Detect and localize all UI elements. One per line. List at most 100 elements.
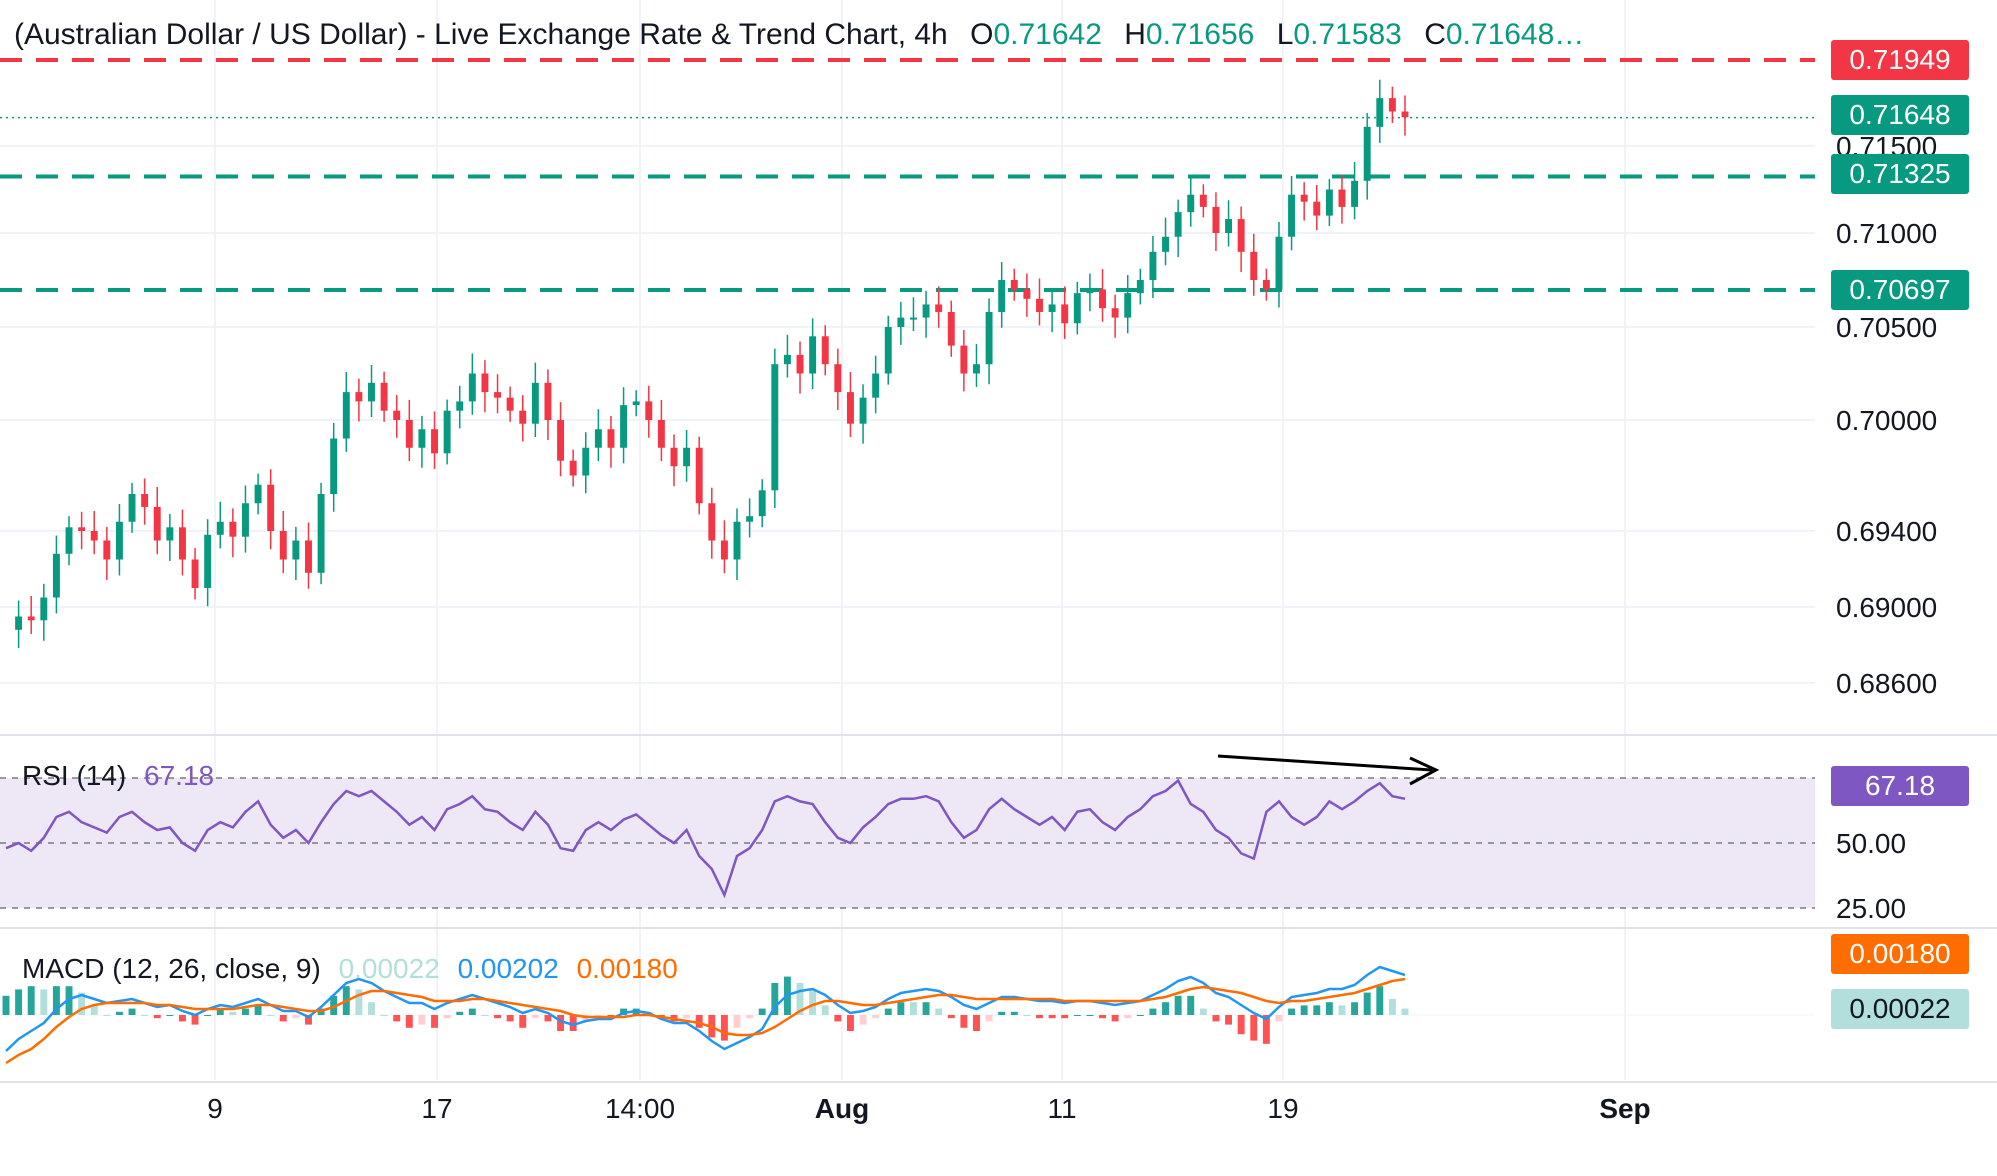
candle-body [544, 382, 552, 420]
macd-histogram-bar [1212, 1015, 1220, 1022]
candle-body [1338, 189, 1346, 207]
macd-histogram-bar [216, 1008, 224, 1015]
macd-histogram-bar [52, 986, 60, 1015]
macd-histogram-bar [330, 995, 338, 1015]
low-value: 0.71583 [1293, 18, 1402, 51]
candle-body [607, 429, 615, 448]
candle-body [821, 336, 829, 365]
candle-body [355, 392, 363, 402]
candle-body [1099, 289, 1106, 309]
candle-body [191, 559, 199, 588]
candle-body [935, 304, 943, 312]
candle-body [960, 345, 968, 374]
candle-body [27, 616, 35, 621]
candle-body [985, 311, 993, 365]
candle-body [1325, 189, 1333, 216]
candle-body [796, 354, 804, 374]
candle-body [1111, 308, 1119, 318]
candle-body [216, 521, 224, 535]
macd-histogram-bar [1162, 1002, 1169, 1015]
macd-histogram-bar [683, 1015, 691, 1019]
candle-body [494, 392, 502, 398]
macd-histogram-bar [229, 1011, 237, 1015]
macd-histogram-bar [1187, 995, 1195, 1015]
candle-body [1212, 206, 1220, 233]
candle-body [1401, 111, 1409, 118]
macd-histogram-bar [544, 1015, 552, 1022]
macd-histogram-bar [1111, 1015, 1119, 1022]
price-tick-label: 0.68600 [1836, 668, 1937, 699]
macd-histogram-bar [78, 992, 86, 1015]
macd-histogram-bar [115, 1011, 123, 1015]
candle-body [695, 447, 703, 504]
macd-histogram-bar [809, 989, 817, 1015]
macd-histogram-bar [27, 986, 35, 1015]
candle-body [1048, 304, 1056, 312]
candle-body [443, 410, 451, 454]
candle-body [128, 494, 136, 522]
rsi-value: 67.18 [144, 760, 215, 791]
rsi-value-tag: 67.18 [1831, 766, 1969, 806]
candle-body [557, 420, 565, 461]
candle-body [670, 447, 678, 467]
macd-histogram-bar [1250, 1015, 1258, 1041]
candle-body [657, 420, 665, 448]
candle-body [229, 521, 237, 537]
candle-body [771, 364, 779, 491]
macd-histogram-bar [859, 1015, 867, 1025]
macd-histogram-bar [935, 1008, 943, 1015]
macd-line-value: 0.00202 [457, 953, 559, 984]
candle-body [1388, 98, 1396, 112]
upper-support-price-tag: 0.71325 [1831, 154, 1969, 194]
rsi-pane-label: RSI (14) 67.18 [22, 760, 214, 792]
macd-histogram-bar [557, 1015, 565, 1031]
macd-histogram-bar [834, 1015, 842, 1022]
candle-body [1351, 180, 1359, 207]
candle-body [872, 373, 880, 398]
chart-title-bar: (Australian Dollar / US Dollar) - Live E… [14, 18, 1584, 52]
candle-body [52, 553, 60, 598]
macd-histogram-bar [531, 1015, 539, 1019]
last-price-tag: 0.71648 [1831, 95, 1969, 135]
macd-histogram-bar [128, 1008, 136, 1015]
candle-body [519, 410, 527, 424]
candle-body [15, 616, 23, 630]
candle-body [1199, 194, 1207, 207]
macd-histogram-bar [1262, 1015, 1270, 1044]
macd-histogram-bar [65, 986, 73, 1015]
candle-body [1250, 251, 1258, 280]
candle-body [305, 540, 312, 573]
candle-body [1187, 194, 1195, 213]
macd-histogram-bar [1225, 1015, 1233, 1025]
chart-title: (Australian Dollar / US Dollar) - Live E… [14, 18, 948, 51]
price-tick-label: 0.69000 [1836, 592, 1937, 623]
candle-body [746, 516, 754, 522]
macd-histogram-bar [720, 1015, 728, 1041]
candle-body [1376, 98, 1384, 127]
macd-histogram-bar [494, 1015, 502, 1019]
macd-histogram-bar [267, 1015, 275, 1016]
candle-body [720, 540, 728, 560]
macd-histogram-bar [1401, 1008, 1409, 1015]
candle-body [330, 438, 338, 494]
candle-body [141, 494, 149, 507]
macd-histogram-bar [1338, 1005, 1346, 1015]
candle-body [103, 540, 111, 560]
macd-histogram-bar [1048, 1015, 1056, 1019]
macd-histogram-bar [1325, 1002, 1333, 1015]
candle-body [708, 503, 716, 541]
macd-histogram-bar [2, 995, 10, 1015]
candle-body [90, 531, 98, 541]
candle-body [859, 397, 867, 424]
macd-histogram-bar [1288, 1008, 1296, 1015]
macd-histogram-bar [1300, 1005, 1308, 1015]
macd-histogram-bar [279, 1015, 287, 1022]
macd-histogram-bar [897, 1002, 905, 1015]
candle-body [40, 597, 48, 621]
macd-histogram-bar [178, 1015, 186, 1022]
macd-histogram-bar [355, 989, 363, 1015]
macd-histogram-bar [405, 1015, 413, 1028]
macd-histogram-bar [1061, 1015, 1069, 1019]
candle-body [342, 392, 350, 439]
candle-body [166, 527, 174, 541]
